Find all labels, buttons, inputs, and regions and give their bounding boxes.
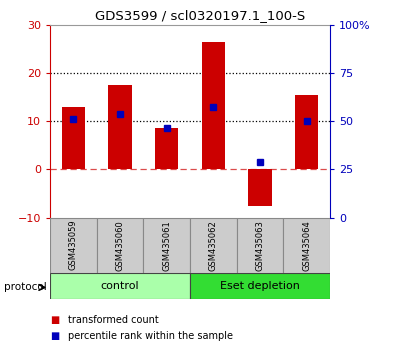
Bar: [190, 273, 330, 299]
Bar: [248, 170, 272, 206]
Text: transformed count: transformed count: [68, 315, 159, 325]
Text: GSM435059: GSM435059: [69, 220, 78, 270]
Text: control: control: [101, 281, 139, 291]
Text: GSM435061: GSM435061: [162, 220, 171, 270]
Bar: [202, 42, 225, 170]
Text: GSM435063: GSM435063: [256, 220, 264, 270]
Bar: [50, 218, 97, 273]
Bar: [108, 85, 132, 170]
Text: percentile rank within the sample: percentile rank within the sample: [68, 331, 233, 341]
Text: GSM435060: GSM435060: [116, 220, 124, 270]
Text: ■: ■: [50, 315, 59, 325]
Bar: [237, 218, 283, 273]
Bar: [97, 218, 143, 273]
Text: GSM435064: GSM435064: [302, 220, 311, 270]
Bar: [190, 218, 237, 273]
Bar: [143, 218, 190, 273]
Bar: [283, 218, 330, 273]
Text: Eset depletion: Eset depletion: [220, 281, 300, 291]
Bar: [50, 273, 190, 299]
Bar: [155, 129, 178, 170]
Text: protocol: protocol: [4, 282, 47, 292]
Bar: [62, 107, 85, 170]
Text: ■: ■: [50, 331, 59, 341]
Bar: [295, 95, 318, 170]
Text: GDS3599 / scl0320197.1_100-S: GDS3599 / scl0320197.1_100-S: [95, 9, 305, 22]
Text: GSM435062: GSM435062: [209, 220, 218, 270]
